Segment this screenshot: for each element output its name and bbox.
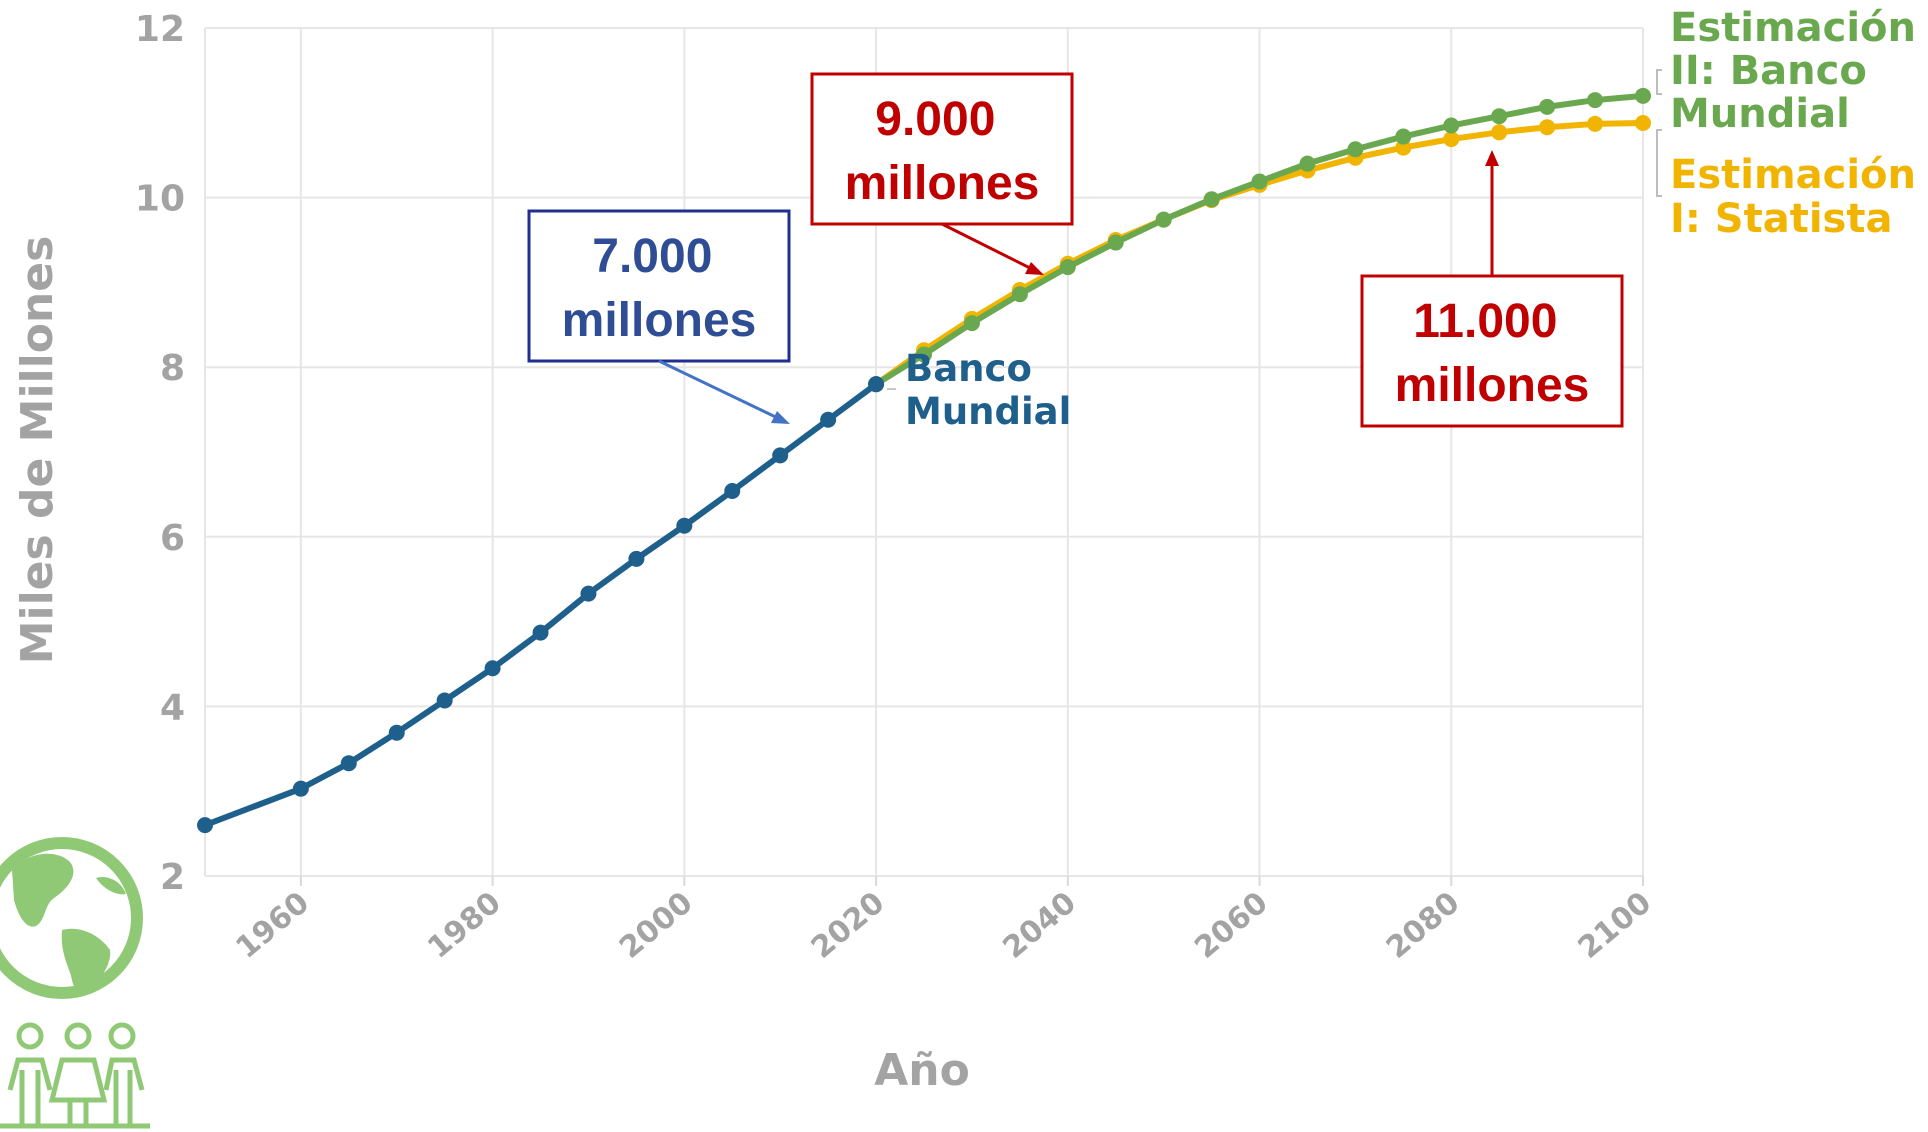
annotation-9000-arrow — [941, 222, 1039, 274]
annotation-11000-arrowhead — [1485, 150, 1499, 166]
data-point — [1443, 117, 1460, 134]
annotation-11000: 11.000 millones — [1360, 150, 1624, 428]
data-point — [1635, 114, 1651, 131]
annotation-7000-box — [527, 209, 791, 363]
estimacion-2-bracket — [1656, 69, 1662, 95]
data-point — [1203, 191, 1220, 208]
series-label-banco: Banco Mundial — [905, 347, 1071, 433]
data-point — [1299, 155, 1316, 172]
x-tick-label: 2000 — [613, 885, 699, 965]
data-point — [1059, 259, 1076, 276]
data-point — [1443, 131, 1460, 148]
data-point — [676, 517, 693, 534]
series-lines — [197, 87, 1651, 834]
x-tick-label: 2080 — [1380, 885, 1466, 965]
estimacion-1-bracket — [1656, 129, 1662, 197]
y-tick-label: 6 — [160, 518, 185, 559]
annotation-11000-box — [1360, 274, 1624, 428]
x-tick-label: 1980 — [421, 885, 507, 965]
data-point — [820, 411, 837, 428]
data-point — [868, 376, 885, 393]
data-point — [1491, 108, 1508, 125]
annotation-7000-arrowhead — [771, 411, 790, 424]
data-point — [388, 724, 405, 741]
y-tick-label: 4 — [160, 687, 185, 728]
data-point — [484, 660, 501, 677]
x-tick-label: 1960 — [230, 885, 316, 965]
y-tick-label: 8 — [160, 348, 185, 389]
data-point — [1107, 234, 1124, 251]
data-point — [1587, 115, 1604, 132]
data-point — [1395, 128, 1412, 145]
family-icon — [0, 1022, 150, 1129]
annotation-9000-box — [810, 72, 1074, 226]
x-tick-label: 2040 — [996, 885, 1082, 965]
annotation-7000-text: 7.000 millones — [562, 230, 757, 347]
data-point — [532, 624, 549, 641]
data-point — [1347, 141, 1364, 158]
data-point — [1635, 87, 1651, 104]
y-tick-label: 2 — [160, 857, 185, 898]
x-tick-label: 2060 — [1188, 885, 1274, 965]
y-tick-label: 10 — [135, 179, 185, 220]
data-point — [1395, 139, 1412, 156]
y-axis-title: Miles de Millones — [12, 236, 63, 665]
series-label-estimacion-2: Estimación II: Banco Mundial — [1670, 5, 1928, 137]
data-point — [916, 346, 932, 363]
x-tick-label: 2020 — [805, 885, 891, 965]
data-point — [963, 315, 980, 332]
y-tick-label: 12 — [135, 9, 185, 50]
data-point — [1155, 211, 1172, 228]
data-point — [197, 817, 213, 834]
series-label-estimacion-1: Estimación I: Statista — [1670, 152, 1928, 242]
data-point — [580, 585, 597, 602]
data-point — [628, 550, 645, 567]
data-point — [1491, 124, 1508, 141]
annotation-7000-arrow — [658, 359, 787, 424]
data-point — [292, 780, 309, 797]
annotation-9000-arrowhead — [1025, 262, 1044, 275]
annotation-9000-text: 9.000 millones — [845, 93, 1040, 210]
x-axis-title: Año — [874, 1045, 970, 1096]
data-point — [436, 692, 453, 709]
data-point — [340, 755, 357, 772]
data-point — [1251, 173, 1268, 190]
data-point — [1587, 92, 1604, 109]
globe-icon — [0, 837, 143, 999]
data-point — [1011, 286, 1028, 303]
data-point — [772, 447, 789, 464]
annotation-9000: 9.000 millones — [810, 72, 1074, 275]
annotation-7000: 7.000 millones — [527, 209, 791, 424]
data-point — [1539, 119, 1556, 136]
data-point — [1539, 98, 1556, 115]
series-line — [202, 381, 880, 829]
data-point — [724, 483, 741, 500]
x-tick-label: 2100 — [1572, 885, 1658, 965]
annotation-11000-text: 11.000 millones — [1395, 295, 1590, 412]
